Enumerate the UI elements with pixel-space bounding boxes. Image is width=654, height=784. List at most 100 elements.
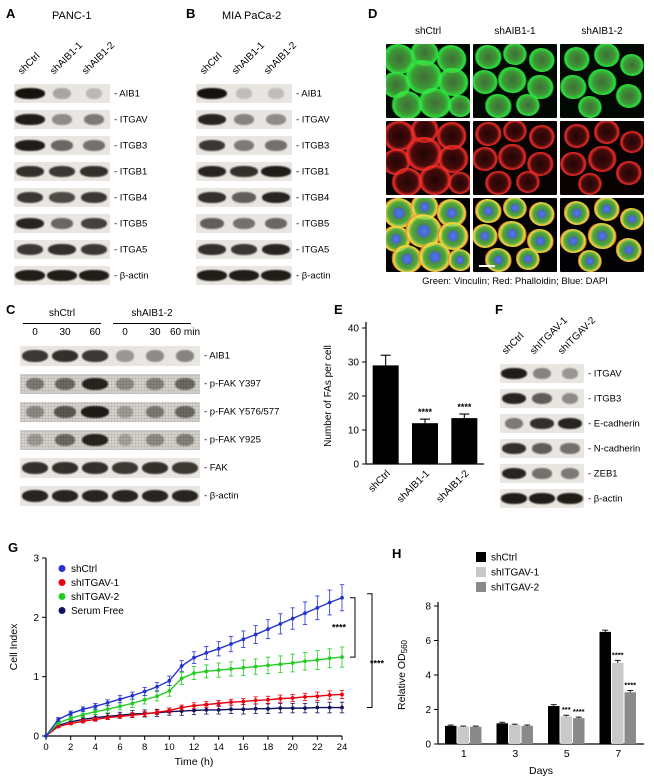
protein-band: [49, 191, 75, 204]
svg-text:12: 12: [189, 742, 200, 753]
cell: [436, 121, 467, 150]
panel-h-od560-chart: H 0 2 4 6 8 1 3 *** **** 5 **** **** 7 shCtrl shITGAV-…: [392, 540, 654, 784]
svg-text:10: 10: [348, 426, 360, 437]
fa-count-bar-chart-svg: 0 10 20 30 40 shCtrl **** shAIB1-1 **** shAIB1-2 N…: [323, 322, 484, 505]
band-label: - β-actin: [204, 490, 239, 502]
fluorescence-green-shCtrl: [386, 44, 470, 118]
cell: [587, 146, 617, 173]
cell: [515, 247, 540, 270]
lane-label-shAIB1-2: shAIB1-2: [79, 40, 117, 77]
lane-label-shAIB1-2: shAIB1-2: [261, 40, 299, 77]
protein-band: [82, 350, 108, 362]
protein-band: [52, 462, 78, 474]
cell: [528, 48, 556, 73]
time-label: 0: [32, 327, 38, 338]
protein-band: [141, 490, 169, 502]
protein-band: [22, 462, 48, 474]
cell: [620, 130, 644, 153]
blot-band-row: - ITGAV: [196, 110, 330, 129]
blot-band-row: - ITGB4: [196, 188, 329, 207]
cell: [593, 44, 621, 68]
panel-a-title: PANC-1: [52, 10, 92, 22]
protein-band: [172, 462, 198, 474]
svg-text:Relative OD560: Relative OD560: [396, 639, 409, 710]
svg-text:Serum Free: Serum Free: [71, 606, 124, 617]
protein-band: [53, 87, 71, 100]
blot-band-row: - ITGAV: [14, 110, 148, 129]
panel-b-label: B: [186, 6, 196, 21]
protein-band: [81, 434, 109, 446]
protein-band: [47, 269, 77, 282]
protein-band: [51, 490, 79, 502]
svg-text:4: 4: [93, 742, 98, 753]
svg-text:5: 5: [564, 748, 570, 760]
svg-text:***: ***: [562, 705, 571, 714]
panel-d-label: D: [368, 6, 378, 21]
protein-band: [21, 490, 49, 502]
panel-e-label: E: [334, 302, 343, 317]
svg-text:14: 14: [213, 742, 224, 753]
protein-band: [26, 406, 44, 418]
protein-band: [261, 243, 291, 256]
lane-label-shAIB1-1: shAIB1-1: [229, 40, 267, 77]
group-underline: [23, 323, 101, 324]
protein-band: [16, 191, 44, 204]
protein-band: [261, 191, 291, 204]
cell: [474, 199, 502, 224]
protein-band: [198, 191, 226, 204]
band-label: - p-FAK Y925: [204, 434, 261, 446]
svg-text:shAIB1-2: shAIB1-2: [435, 468, 472, 505]
band-label: - ITGB5: [296, 218, 330, 229]
protein-band: [25, 378, 45, 390]
svg-text:****: ****: [612, 650, 624, 659]
panel-b-western-blot-miapaca2: B MIA PaCa-2 shCtrl shAIB1-1 shAIB1-2 - AIB…: [186, 4, 368, 296]
protein-band: [80, 243, 108, 256]
cell: [498, 143, 527, 170]
protein-band: [560, 442, 580, 455]
protein-band: [142, 462, 168, 474]
cell: [447, 172, 470, 195]
blot-band-row: - β-actin: [500, 489, 623, 508]
protein-band: [196, 87, 228, 100]
cell: [418, 88, 452, 118]
fluorescence-merge-shCtrl: [386, 198, 470, 272]
cell: [528, 125, 556, 150]
band-label: - ITGAV: [114, 114, 148, 125]
protein-band: [266, 113, 286, 126]
protein-band: [230, 165, 258, 178]
fluorescence-red-shAIB1-2: [560, 121, 644, 195]
blot-band-row: - ITGA5: [196, 240, 329, 259]
svg-text:shAIB1-1: shAIB1-1: [395, 468, 432, 505]
band-label: - β-actin: [296, 270, 331, 281]
protein-band: [175, 350, 195, 362]
group-label-shAIB1-2: shAIB1-2: [131, 308, 173, 319]
protein-band: [171, 490, 199, 502]
protein-band: [233, 113, 255, 126]
group-underline: [113, 323, 191, 324]
protein-band: [264, 217, 288, 230]
column-header-shAIB1-1: shAIB1-1: [494, 26, 536, 37]
band-label: - ITGB4: [114, 192, 148, 203]
panel-g-label: G: [8, 540, 19, 555]
cell: [498, 66, 527, 93]
cell: [563, 200, 590, 225]
cell: [593, 121, 621, 145]
protein-band: [15, 113, 45, 126]
panel-h-label: H: [392, 546, 402, 561]
blot-band-row: - ITGA5: [14, 240, 147, 259]
protein-band: [80, 191, 108, 204]
svg-text:0: 0: [425, 740, 431, 751]
panel-g-cell-index-chart: G 0 1 2 3 0 2 4 6 8 10 12 14 16 18 20 22 24 shCtrl shITGAV…: [6, 540, 388, 784]
blot-band-row: - AIB1: [20, 346, 230, 366]
protein-band: [198, 243, 226, 256]
cell: [484, 171, 512, 195]
protein-band: [261, 269, 291, 282]
blot-band-row: - ITGB1: [196, 162, 329, 181]
svg-text:****: ****: [624, 681, 636, 690]
blot-band-row: - E-cadherin: [500, 414, 640, 433]
protein-band: [116, 350, 134, 362]
panel-c-western-blot-fak: C shCtrl shAIB1-2 0 30 60 0 30 60 min - AIB1- p-…: [6, 300, 314, 536]
group-label-shCtrl: shCtrl: [48, 308, 76, 319]
svg-text:0: 0: [33, 732, 39, 743]
band-label: - p-FAK Y576/577: [204, 406, 280, 418]
